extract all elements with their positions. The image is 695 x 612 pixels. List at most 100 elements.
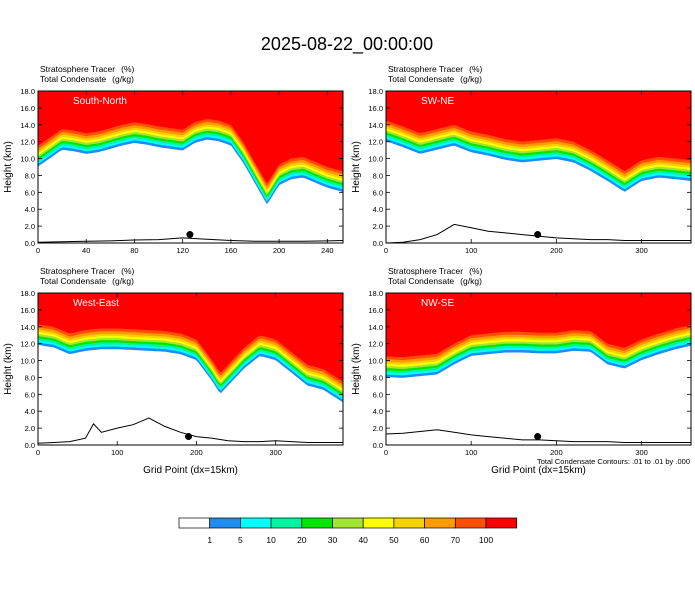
- field-label-name: Stratosphere Tracer: [388, 64, 463, 74]
- x-tick-label: 200: [550, 448, 563, 457]
- x-tick-label: 200: [273, 246, 286, 255]
- legend-tick-label: 100: [479, 535, 493, 545]
- y-tick-label: 4.0: [25, 407, 35, 416]
- y-tick-label: 8.0: [25, 373, 35, 382]
- legend-swatch: [209, 517, 241, 529]
- plot-frame: [37, 90, 344, 244]
- tracer-band-10: [38, 293, 343, 382]
- legend-tick-label: 70: [451, 535, 461, 545]
- plot-area: [386, 293, 691, 445]
- y-tick-label: 4.0: [373, 205, 383, 214]
- y-tick-label: 0.0: [373, 441, 383, 450]
- legend-swatch: [301, 517, 333, 529]
- field-label: Total Condensate (g/kg): [40, 74, 134, 84]
- legend-tick-label: 60: [420, 535, 430, 545]
- x-tick-label: 40: [82, 246, 90, 255]
- field-label-name: Total Condensate: [388, 74, 454, 84]
- y-tick-label: 18.0: [20, 289, 35, 298]
- y-tick-label: 2.0: [25, 424, 35, 433]
- legend-swatch: [270, 517, 303, 529]
- panel-sw-ne: SW-NE Stratosphere Tracer (%)Total Condens…: [351, 64, 692, 255]
- field-label-name: Stratosphere Tracer: [40, 64, 115, 74]
- field-label-name: Total Condensate: [40, 276, 106, 286]
- y-tick-label: 10.0: [368, 357, 383, 366]
- y-tick-label: 2.0: [25, 222, 35, 231]
- y-tick-label: 16.0: [368, 104, 383, 113]
- y-tick-label: 14.0: [20, 121, 35, 130]
- legend-tick-label: 30: [328, 535, 338, 545]
- x-tick-label: 200: [550, 246, 563, 255]
- field-label-name: Total Condensate: [40, 74, 106, 84]
- y-tick-label: 6.0: [373, 188, 383, 197]
- x-tick-label: 0: [384, 246, 388, 255]
- y-tick-label: 12.0: [20, 138, 35, 147]
- y-tick-label: 16.0: [20, 104, 35, 113]
- y-axis-label: Height (km): [3, 141, 14, 193]
- legend-swatch: [240, 517, 272, 529]
- y-tick-label: 6.0: [25, 390, 35, 399]
- terrain-line: [38, 417, 343, 444]
- legend-tick-label: 40: [358, 535, 368, 545]
- x-tick-label: 240: [321, 246, 334, 255]
- legend-swatch: [178, 517, 211, 529]
- field-label-unit: (%): [469, 266, 482, 276]
- field-label-name: Stratosphere Tracer: [40, 266, 115, 276]
- x-axis-label: Grid Point (dx=15km): [491, 465, 586, 476]
- field-label: Total Condensate (g/kg): [388, 276, 482, 286]
- field-label-name: Total Condensate: [388, 276, 454, 286]
- y-axis-label: Height (km): [351, 141, 362, 193]
- location-marker: [534, 433, 542, 441]
- y-tick-label: 18.0: [368, 87, 383, 96]
- footnote: Total Condensate Contours: .01 to .01 by…: [537, 457, 690, 466]
- plot-frame: [385, 292, 692, 446]
- y-tick-label: 8.0: [373, 171, 383, 180]
- y-tick-label: 18.0: [20, 87, 35, 96]
- y-tick-label: 16.0: [368, 306, 383, 315]
- color-legend: 1 5 10 20 30 40 50 60 70 100: [178, 517, 518, 545]
- y-tick-label: 14.0: [368, 121, 383, 130]
- y-tick-label: 6.0: [25, 188, 35, 197]
- panel-west-east: West-East Stratosphere Tracer (%) Total Con…: [3, 266, 344, 476]
- x-tick-label: 0: [36, 246, 40, 255]
- legend-tick-label: 50: [389, 535, 399, 545]
- y-tick-label: 10.0: [20, 155, 35, 164]
- field-label: Stratosphere Tracer (%): [40, 266, 135, 276]
- location-marker: [186, 231, 194, 239]
- y-tick-label: 10.0: [368, 155, 383, 164]
- field-label: Stratosphere Tracer (%): [40, 64, 135, 74]
- y-tick-label: 0.0: [373, 239, 383, 248]
- y-tick-label: 8.0: [373, 373, 383, 382]
- field-label-unit: (%): [121, 64, 134, 74]
- location-marker: [534, 231, 542, 239]
- y-tick-label: 4.0: [373, 407, 383, 416]
- panel-title: NW-SE: [421, 298, 454, 309]
- field-label-unit: (g/kg): [460, 74, 482, 84]
- field-label: Stratosphere Tracer (%): [388, 64, 483, 74]
- plot-area: [38, 293, 343, 445]
- y-tick-label: 12.0: [368, 138, 383, 147]
- x-tick-label: 100: [111, 448, 124, 457]
- plot-frame: [385, 90, 692, 244]
- x-tick-label: 100: [465, 246, 478, 255]
- y-tick-label: 2.0: [373, 424, 383, 433]
- y-tick-label: 4.0: [25, 205, 35, 214]
- figure-title: 2025-08-22_00:00:00: [261, 34, 433, 55]
- legend-tick-label: 1: [207, 535, 212, 545]
- y-axis-label: Height (km): [351, 343, 362, 395]
- legend-swatch: [485, 517, 518, 529]
- y-tick-label: 2.0: [373, 222, 383, 231]
- legend-swatch: [332, 517, 364, 529]
- x-tick-label: 120: [176, 246, 189, 255]
- terrain-line: [38, 237, 343, 243]
- y-tick-label: 10.0: [20, 357, 35, 366]
- field-label: Total Condensate (g/kg): [388, 74, 482, 84]
- field-label-unit: (%): [121, 266, 134, 276]
- panel-title: West-East: [73, 298, 119, 309]
- tracer-band-10: [38, 91, 343, 184]
- field-label-unit: (g/kg): [112, 276, 134, 286]
- tracer-band-10: [386, 293, 691, 358]
- y-tick-label: 0.0: [25, 239, 35, 248]
- panel-title: SW-NE: [421, 96, 454, 107]
